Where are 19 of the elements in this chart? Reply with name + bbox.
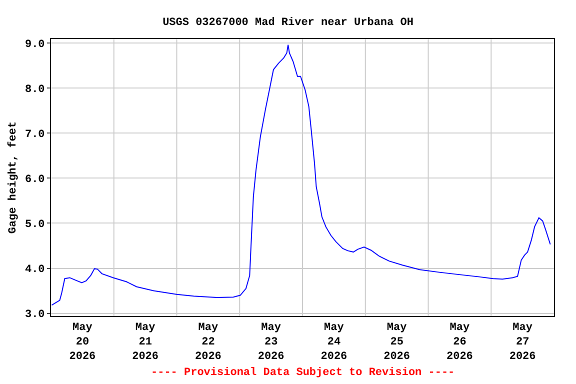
x-tick-label: May 23 2026 [258,322,284,363]
y-tick-label: 6.0 [24,174,45,186]
x-tick-label: May 27 2026 [509,322,536,363]
y-tick-label: 7.0 [24,128,45,141]
x-tick-label: May 20 2026 [69,322,96,363]
x-tick-label: May 22 2026 [194,322,222,363]
y-tick-label: 5.0 [24,219,45,232]
chart-title: USGS 03267000 Mad River near Urbana OH [162,16,414,29]
y-tick-label: 8.0 [24,84,45,96]
text: ---- Provisional Data Subject to Revision ---- [151,367,455,379]
y-tick-label: 9.0 [24,38,45,51]
y-tick-label: 4.0 [24,264,45,276]
line-series [51,44,551,306]
x-tick-label: May 25 2026 [384,322,410,363]
y-axis-title: Gage height, feet [6,121,20,234]
y-tick-label: 3.0 [24,309,45,322]
x-tick-label: May 24 2026 [320,322,348,363]
x-tick-label: May 21 2026 [132,322,159,363]
x-tick-label: May 26 2026 [446,322,473,363]
